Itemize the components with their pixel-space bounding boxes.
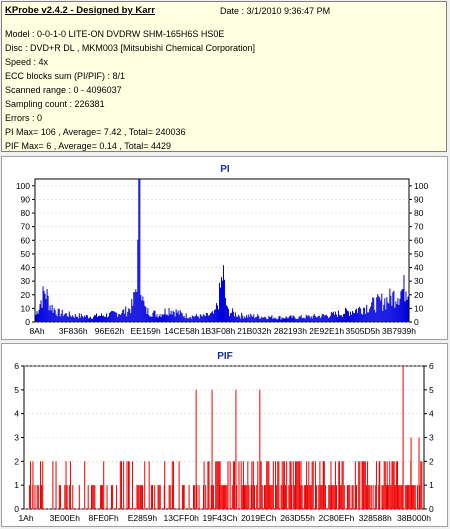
x-tick-label: 263D55h (280, 513, 315, 523)
y-tick-label-right: 90 (414, 194, 424, 204)
pif-series (28, 366, 423, 509)
y-tick-label-right: 30 (414, 276, 424, 286)
x-tick-label: 14CE58h (164, 326, 200, 336)
y-tick-label-right: 3 (429, 433, 434, 443)
y-tick-label-left: 5 (14, 385, 19, 395)
pi-summary-line: PI Max= 106 , Average= 7.42 , Total= 240… (5, 127, 186, 137)
ecc-line: ECC blocks sum (PI/PIF) : 8/1 (5, 71, 126, 81)
y-tick-label-right: 70 (414, 222, 424, 232)
x-tick-label: 2C80EFh (318, 513, 354, 523)
y-tick-label-left: 90 (21, 194, 31, 204)
x-tick-label: 2E92E1h (309, 326, 344, 336)
x-tick-label: 3505D5h (346, 326, 381, 336)
x-tick-label: 38B000h (397, 513, 431, 523)
x-tick-label: 21B032h (237, 326, 271, 336)
speed-line: Speed : 4x (5, 57, 49, 67)
y-tick-label-left: 70 (21, 222, 31, 232)
y-tick-label-left: 80 (21, 208, 31, 218)
y-tick-label-right: 2 (429, 456, 434, 466)
x-tick-label: 2019ECh (241, 513, 277, 523)
y-tick-label-left: 1 (14, 480, 19, 490)
x-tick-label: 8Ah (29, 326, 44, 336)
x-tick-label: E2859h (128, 513, 158, 523)
x-tick-label: 13CFF0h (163, 513, 199, 523)
y-tick-label-left: 0 (25, 317, 30, 327)
y-tick-label-right: 5 (429, 385, 434, 395)
y-tick-label-left: 0 (14, 504, 19, 514)
y-tick-label-left: 30 (21, 276, 31, 286)
x-tick-label: 3F836h (59, 326, 88, 336)
y-tick-label-right: 80 (414, 208, 424, 218)
disc-line: Disc : DVD+R DL , MKM003 [Mitsubishi Che… (5, 43, 255, 53)
x-tick-label: EE159h (130, 326, 161, 336)
y-tick-label-right: 0 (414, 317, 419, 327)
pif-chart: PIF 0 0 1 1 2 2 3 3 4 4 5 5 6 6 1Ah 3E00Eh 8FE0Fh E2859h 13… (14, 351, 434, 523)
y-tick-label-left: 2 (14, 456, 19, 466)
y-tick-label-right: 20 (414, 290, 424, 300)
pi-chart-panel: PI 0 0 10 10 20 20 30 30 40 40 50 50 60 60 70 70 80 80 90 90… (1, 156, 448, 340)
scan-date: Date : 3/1/2010 9:36:47 PM (220, 6, 331, 16)
errors-line: Errors : 0 (5, 113, 43, 123)
y-tick-label-left: 10 (21, 303, 31, 313)
y-tick-label-right: 100 (414, 181, 428, 191)
pi-series (35, 179, 409, 322)
x-tick-label: 96E62h (95, 326, 125, 336)
y-tick-label-right: 0 (429, 504, 434, 514)
y-tick-label-left: 4 (14, 409, 19, 419)
info-panel: KProbe v2.4.2 - Designed by Karr Date : … (1, 1, 447, 152)
pif-summary-line: PIF Max= 6 , Average= 0.14 , Total= 4429 (5, 141, 172, 151)
y-tick-label-right: 10 (414, 303, 424, 313)
x-tick-label: 3B7939h (382, 326, 416, 336)
y-tick-label-left: 50 (21, 249, 31, 259)
y-tick-label-right: 6 (429, 361, 434, 371)
plot-area (34, 178, 410, 323)
y-tick-label-right: 60 (414, 235, 424, 245)
sampling-line: Sampling count : 226381 (5, 99, 105, 109)
y-tick-label-left: 60 (21, 235, 31, 245)
y-tick-label-left: 100 (16, 181, 30, 191)
model-line: Model : 0-0-1-0 LITE-ON DVDRW SHM-165H6S… (5, 29, 225, 39)
y-tick-label-left: 3 (14, 433, 19, 443)
pi-chart: PI 0 0 10 10 20 20 30 30 40 40 50 50 60 60 70 70 80 80 90 90… (16, 164, 429, 336)
y-tick-label-right: 40 (414, 263, 424, 273)
x-tick-label: 3E00Eh (50, 513, 81, 523)
y-tick-label-left: 6 (14, 361, 19, 371)
pif-chart-panel: PIF 0 0 1 1 2 2 3 3 4 4 5 5 6 6 1Ah 3E00Eh 8FE0Fh E2859h 13… (1, 343, 448, 527)
y-tick-label-left: 40 (21, 263, 31, 273)
chart-title: PI (220, 164, 230, 175)
x-tick-label: 328588h (359, 513, 392, 523)
y-tick-label-left: 20 (21, 290, 31, 300)
chart-title: PIF (217, 351, 233, 362)
x-tick-label: 1B3F08h (201, 326, 236, 336)
y-tick-label-right: 50 (414, 249, 424, 259)
x-tick-label: 8FE0Fh (88, 513, 119, 523)
range-line: Scanned range : 0 - 4096037 (5, 85, 122, 95)
x-tick-label: 282193h (274, 326, 307, 336)
x-tick-label: 19F43Ch (203, 513, 238, 523)
y-tick-label-right: 4 (429, 409, 434, 419)
y-tick-label-right: 1 (429, 480, 434, 490)
app-title: KProbe v2.4.2 - Designed by Karr (5, 5, 155, 16)
x-tick-label: 1Ah (18, 513, 33, 523)
